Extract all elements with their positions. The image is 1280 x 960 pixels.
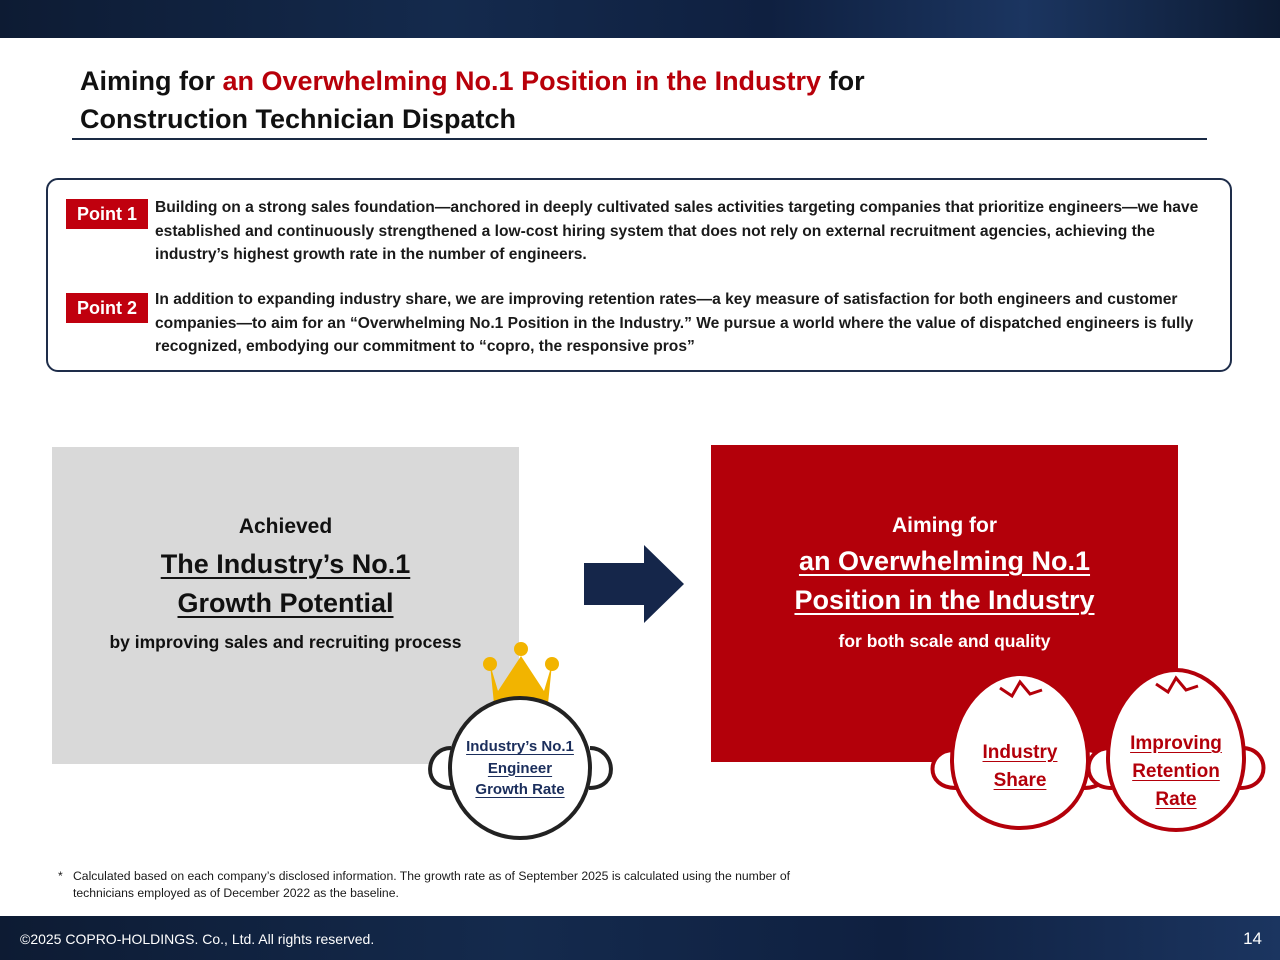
aiming-subtext: for both scale and quality — [838, 631, 1051, 651]
footnote-text: Calculated based on each company’s discl… — [73, 869, 791, 900]
top-banner — [0, 0, 1280, 38]
industry-share-line1: Industry — [982, 742, 1058, 763]
footnote-marker: * — [58, 869, 63, 883]
title-part2: for — [821, 66, 865, 96]
industry-share-line2: Share — [993, 770, 1047, 791]
page-title: Aiming for an Overwhelming No.1 Position… — [80, 62, 1180, 138]
achieved-subtext: by improving sales and recruiting proces… — [109, 632, 462, 652]
aiming-label: Aiming for — [892, 514, 997, 537]
title-line2: Construction Technician Dispatch — [80, 104, 517, 134]
point2-badge: Point 2 — [66, 293, 148, 323]
right-arrow-icon — [584, 545, 684, 623]
growth-rate-line1: Industry’s No.1 — [466, 738, 574, 755]
title-divider — [72, 138, 1207, 140]
title-highlight: an Overwhelming No.1 Position in the Ind… — [222, 66, 822, 96]
face-figure-icon — [428, 642, 613, 840]
retention-rate-line1: Improving — [1130, 733, 1222, 754]
point1-badge: Point 1 — [66, 199, 148, 229]
achieved-headline-line2: Growth Potential — [177, 588, 394, 618]
growth-rate-line2: Engineer — [487, 759, 553, 777]
aiming-headline-line2: Position in the Industry — [794, 585, 1095, 615]
footer-bar — [0, 916, 1280, 960]
point2-text: In addition to expanding industry share,… — [155, 291, 1194, 355]
industry-share-label: Industry Share — [950, 739, 1090, 795]
aiming-panel — [711, 445, 1178, 762]
copyright: ©2025 COPRO-HOLDINGS. Co., Ltd. All righ… — [20, 931, 375, 947]
achieved-headline-line1: The Industry’s No.1 — [160, 549, 411, 579]
achieved-label: Achieved — [238, 515, 333, 538]
retention-rate-line2: Retention — [1132, 761, 1220, 782]
crown-icon — [483, 642, 559, 704]
achieved-headline: The Industry’s No.1 Growth Potential — [52, 545, 519, 623]
title-part1: Aiming for — [80, 66, 223, 96]
retention-rate-label: Improving Retention Rate — [1106, 730, 1246, 814]
page-number: 14 — [1243, 929, 1262, 948]
growth-rate-line3: Growth Rate — [475, 781, 565, 798]
points-box — [46, 178, 1232, 372]
point1-text: Building on a strong sales foundation—an… — [155, 199, 1199, 263]
achieved-panel — [52, 447, 519, 764]
face-figure-icon — [1086, 667, 1266, 833]
retention-rate-line3: Rate — [1155, 789, 1197, 810]
aiming-headline-line1: an Overwhelming No.1 — [798, 546, 1091, 576]
aiming-headline: an Overwhelming No.1 Position in the Ind… — [711, 542, 1178, 620]
growth-rate-label: Industry’s No.1 Engineer Growth Rate — [440, 736, 600, 801]
